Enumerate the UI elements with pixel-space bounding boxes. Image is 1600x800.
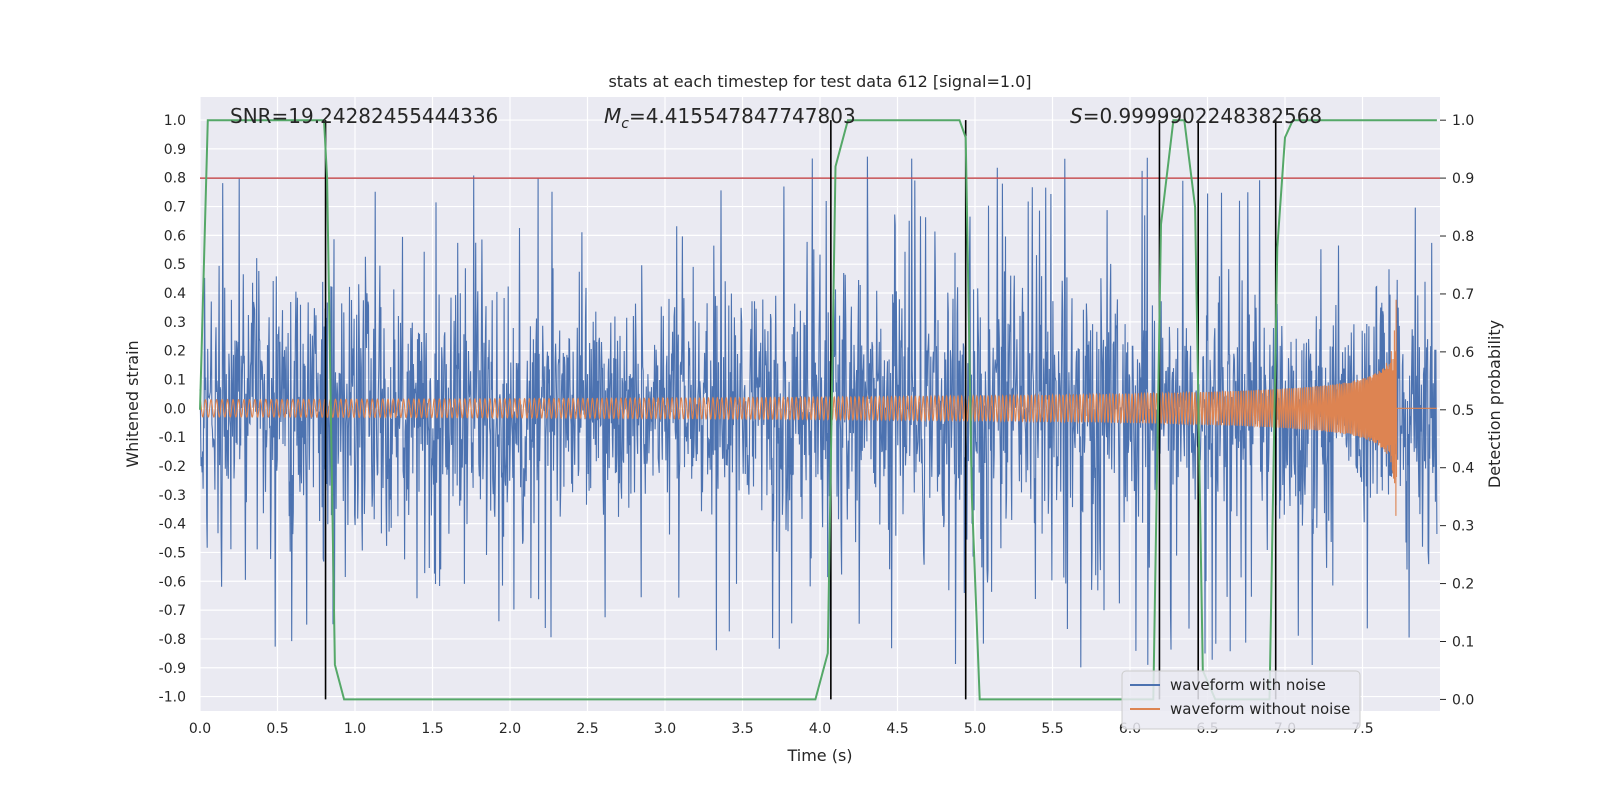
y-tick-label: 0.8 xyxy=(164,171,186,187)
legend-label-clean: waveform without noise xyxy=(1170,700,1350,718)
y-tick-label: 0.4 xyxy=(164,286,186,302)
series-detection-line xyxy=(199,119,1437,701)
y-tick-label: -0.7 xyxy=(159,603,186,619)
y-tick-label: -0.8 xyxy=(159,632,186,648)
legend-label-noise: waveform with noise xyxy=(1170,676,1326,694)
y-tick-label: 0.9 xyxy=(164,142,186,158)
y-tick-label: -1.0 xyxy=(159,690,186,706)
x-tick-label: 0.0 xyxy=(189,721,211,737)
y-right-tick-label: 0.6 xyxy=(1452,345,1474,361)
y-tick-label: -0.3 xyxy=(159,488,186,504)
tick-labels: 0.00.51.01.52.02.53.03.54.04.55.05.56.06… xyxy=(159,113,1475,737)
y-right-tick-label: 0.2 xyxy=(1452,577,1474,593)
y-tick-label: 0.1 xyxy=(164,372,186,388)
x-tick-label: 0.5 xyxy=(266,721,288,737)
y-axis-title: Whitened strain xyxy=(123,340,142,467)
y-right-tick-label: 0.1 xyxy=(1452,634,1474,650)
y-tick-label: -0.4 xyxy=(159,517,186,533)
series-clean-line xyxy=(199,299,1437,516)
clean-waveform-layer xyxy=(199,299,1437,516)
x-tick-label: 1.5 xyxy=(421,721,443,737)
overlay-layer xyxy=(199,119,1440,701)
y-tick-label: -0.9 xyxy=(159,661,186,677)
y-tick-label: -0.1 xyxy=(159,430,186,446)
x-axis-title: Time (s) xyxy=(786,746,852,765)
x-tick-label: 3.5 xyxy=(731,721,753,737)
y-tick-label: -0.5 xyxy=(159,545,186,561)
x-tick-label: 2.0 xyxy=(499,721,521,737)
y-tick-label: 0.3 xyxy=(164,315,186,331)
x-tick-label: 5.0 xyxy=(964,721,986,737)
y-tick-label: 0.2 xyxy=(164,344,186,360)
y-right-tick-label: 0.3 xyxy=(1452,519,1474,535)
x-tick-label: 1.0 xyxy=(344,721,366,737)
y-right-tick-label: 0.4 xyxy=(1452,461,1474,477)
y-tick-label: -0.2 xyxy=(159,459,186,475)
x-tick-label: 2.5 xyxy=(576,721,598,737)
y-tick-label: 0.5 xyxy=(164,257,186,273)
y-tick-label: 1.0 xyxy=(164,113,186,129)
x-tick-label: 3.0 xyxy=(654,721,676,737)
y-tick-label: 0.0 xyxy=(164,401,186,417)
y-right-tick-label: 0.0 xyxy=(1452,692,1474,708)
chart-title: stats at each timestep for test data 612… xyxy=(608,72,1031,91)
y-tick-label: 0.6 xyxy=(164,228,186,244)
y-tick-label: 0.7 xyxy=(164,200,186,216)
legend: waveform with noise waveform without noi… xyxy=(1121,670,1361,730)
x-tick-label: 4.5 xyxy=(886,721,908,737)
y-right-tick-label: 0.8 xyxy=(1452,229,1474,245)
y-right-tick-label: 0.7 xyxy=(1452,287,1474,303)
snr-annotation: SNR=19.24282455444336 xyxy=(230,104,498,128)
y-tick-label: -0.6 xyxy=(159,574,186,590)
chirp-mass-annotation: Mc=4.415547847747803 xyxy=(604,104,856,132)
y-right-tick-label: 1.0 xyxy=(1452,113,1474,129)
y-axis-right-title: Detection probability xyxy=(1485,320,1504,488)
legend-box xyxy=(1121,670,1361,730)
y-right-tick-label: 0.9 xyxy=(1452,171,1474,187)
score-annotation: S=0.9999902248382568 xyxy=(1070,104,1322,128)
x-tick-label: 5.5 xyxy=(1041,721,1063,737)
x-tick-label: 4.0 xyxy=(809,721,831,737)
y-right-tick-label: 0.5 xyxy=(1452,403,1474,419)
